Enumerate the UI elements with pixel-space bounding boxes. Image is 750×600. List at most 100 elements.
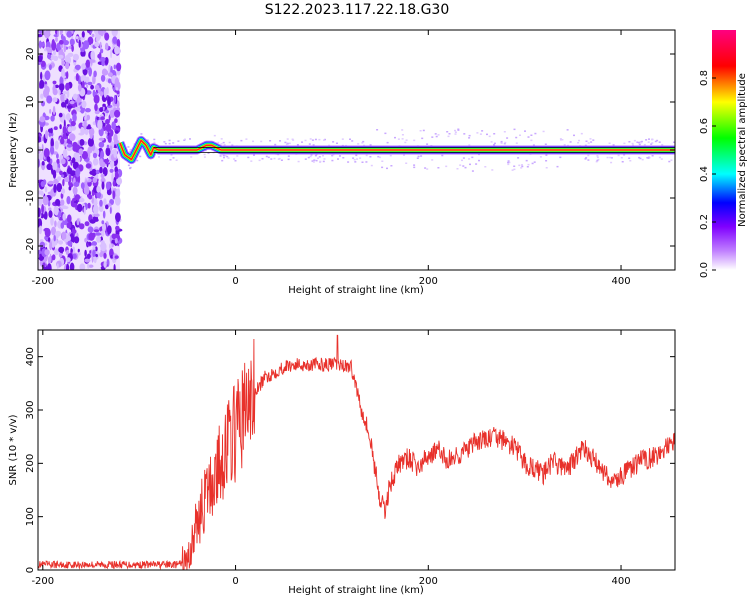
noise-speck <box>67 56 72 64</box>
spectral-scatter <box>606 156 609 159</box>
noise-speck <box>43 213 48 219</box>
spectral-scatter <box>610 161 613 164</box>
noise-speck <box>47 256 51 265</box>
noise-speck <box>84 249 87 257</box>
noise-speck <box>109 145 113 151</box>
spectral-scatter <box>559 156 562 159</box>
spectral-scatter <box>469 163 471 166</box>
spectral-scatter <box>261 158 264 160</box>
noise-speck <box>38 190 44 195</box>
noise-speck <box>65 249 70 256</box>
spectral-scatter <box>127 146 130 148</box>
spectral-scatter <box>639 157 642 160</box>
snr-x-axis-label: Height of straight line (km) <box>288 585 424 596</box>
noise-speck <box>88 241 92 246</box>
spectral-scatter <box>386 141 389 144</box>
spectral-scatter <box>447 135 450 138</box>
noise-speck <box>107 96 111 106</box>
noise-speck <box>80 75 87 83</box>
noise-speck <box>69 173 72 183</box>
spectral-scatter <box>566 129 569 131</box>
spectral-scatter <box>638 156 641 159</box>
noise-speck <box>52 169 57 179</box>
spectral-scatter <box>478 159 480 162</box>
spectral-scatter <box>153 141 156 144</box>
noise-speck <box>38 158 41 168</box>
noise-speck <box>60 30 63 34</box>
noise-speck <box>114 118 118 124</box>
spectral-scatter <box>413 166 416 169</box>
noise-speck <box>38 225 43 235</box>
noise-speck <box>115 188 121 198</box>
spectral-scatter <box>493 144 496 146</box>
spectral-scatter <box>177 140 180 142</box>
spectral-scatter <box>462 165 465 167</box>
noise-speck <box>83 120 87 130</box>
noise-speck <box>75 64 81 71</box>
spectral-scatter <box>231 144 234 146</box>
noise-speck <box>38 55 43 63</box>
spectral-scatter <box>580 132 583 135</box>
noise-speck <box>96 235 101 243</box>
spectral-scatter <box>587 142 590 144</box>
noise-speck <box>97 119 103 130</box>
noise-speck <box>94 246 98 252</box>
spectral-scatter <box>168 142 171 145</box>
noise-speck <box>49 109 52 114</box>
noise-speck <box>86 177 89 181</box>
spectral-scatter <box>481 130 484 132</box>
noise-speck <box>85 163 92 169</box>
spectral-scatter <box>355 154 358 157</box>
spectral-scatter <box>544 143 547 145</box>
noise-speck <box>99 91 104 97</box>
noise-speck <box>91 33 95 38</box>
noise-speck <box>112 180 116 187</box>
spectral-scatter <box>647 141 650 143</box>
noise-speck <box>102 210 106 219</box>
spectral-scatter <box>560 139 562 141</box>
noise-speck <box>62 91 68 95</box>
spectral-scatter <box>518 164 521 167</box>
noise-speck <box>72 113 77 123</box>
noise-speck <box>114 130 119 134</box>
spectral-scatter <box>403 154 405 156</box>
noise-speck <box>88 194 93 200</box>
noise-speck <box>40 93 44 99</box>
noise-speck <box>81 63 86 70</box>
spectral-scatter <box>628 157 631 159</box>
spectral-scatter <box>292 139 295 141</box>
noise-speck <box>63 176 71 182</box>
noise-speck <box>100 173 105 178</box>
noise-speck <box>69 133 76 142</box>
noise-speck <box>62 149 68 158</box>
spectral-scatter <box>530 139 533 142</box>
noise-speck <box>83 185 90 195</box>
noise-speck <box>113 86 116 92</box>
spectral-scatter <box>471 170 474 172</box>
spectral-scatter <box>656 139 659 142</box>
spectral-scatter <box>342 157 345 159</box>
spectral-scatter <box>328 144 331 147</box>
noise-speck <box>43 227 50 232</box>
spectral-scatter <box>322 160 325 163</box>
noise-speck <box>89 219 96 224</box>
noise-speck <box>51 254 56 261</box>
noise-speck <box>73 236 80 244</box>
noise-speck <box>95 169 100 175</box>
spectral-scatter <box>426 143 429 145</box>
noise-speck <box>66 263 70 270</box>
noise-speck <box>53 55 59 61</box>
noise-speck <box>99 199 103 207</box>
spectral-scatter <box>490 141 493 143</box>
noise-speck <box>54 140 59 150</box>
noise-speck <box>111 172 114 183</box>
spectral-scatter <box>307 156 310 159</box>
spectral-scatter <box>531 162 534 165</box>
noise-speck <box>55 198 61 206</box>
snr-background <box>38 330 675 570</box>
spectral-scatter <box>441 154 444 157</box>
spectral-scatter <box>673 141 675 143</box>
spectral-scatter <box>648 138 650 140</box>
spectral-scatter <box>336 142 338 144</box>
